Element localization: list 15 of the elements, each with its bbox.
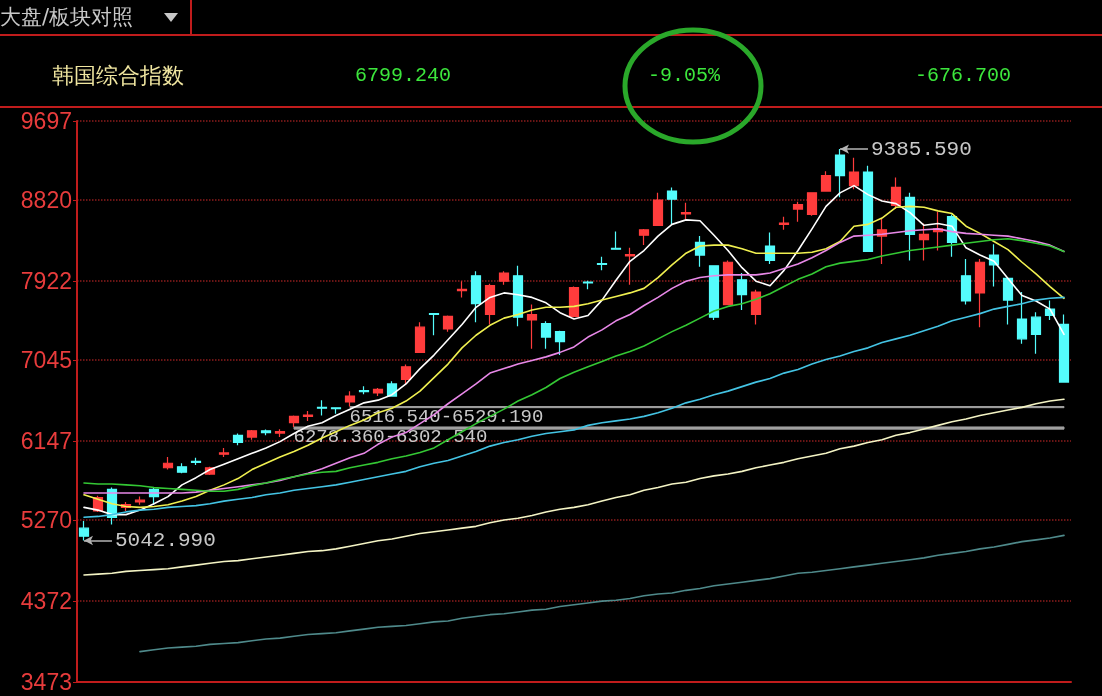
y-tick-label: 3473 <box>20 669 72 695</box>
y-tick-label: 7922 <box>20 267 72 294</box>
y-tick-label: 6147 <box>20 427 72 454</box>
chart-subtitle: 大盘/板块对照 <box>0 4 134 30</box>
text: -9.05% <box>648 64 721 88</box>
y-tick-label: 4372 <box>20 587 72 614</box>
y-tick-label: 7045 <box>20 347 72 374</box>
y-tick-label: 8820 <box>20 187 72 214</box>
text: -676.700 <box>915 64 1012 88</box>
y-tick-label: 5270 <box>20 507 72 534</box>
text: 6799.240 <box>355 64 452 88</box>
y-tick-label: 9697 <box>20 108 72 134</box>
chart-title: 韩国综合指数 <box>52 62 184 90</box>
annotation: 9385.590 <box>871 137 972 161</box>
annotation: 5042.990 <box>115 528 216 552</box>
